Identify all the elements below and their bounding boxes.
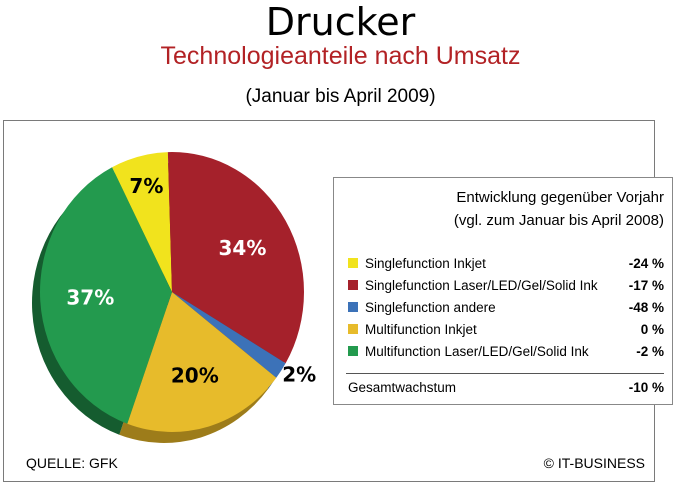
chart-subtitle: Technologieanteile nach Umsatz xyxy=(160,42,521,70)
chart-period: (Januar bis April 2009) xyxy=(245,86,436,107)
legend-growth-value: 0 % xyxy=(640,321,664,337)
pie-slice-label-1: 7% xyxy=(129,174,163,198)
pie-slice-label-5: 37% xyxy=(66,285,114,309)
legend-item: Singlefunction Inkjet -24 % xyxy=(348,252,664,274)
pie-slice-4 xyxy=(127,292,277,432)
legend-swatch xyxy=(348,258,358,268)
pie-slice-3 xyxy=(172,292,286,378)
legend-growth-value: -48 % xyxy=(628,299,664,315)
legend-heading-line2: (vgl. zum Januar bis April 2008) xyxy=(453,212,664,229)
legend-growth-value: -17 % xyxy=(628,277,664,293)
pie-slice-5 xyxy=(40,167,172,424)
chart-title: Drucker xyxy=(265,0,416,44)
legend-label: Singlefunction Laser/LED/Gel/Solid Ink xyxy=(365,277,598,293)
legend-total-value: -10 % xyxy=(628,379,664,395)
legend-swatch xyxy=(348,324,358,334)
legend-growth-value: -24 % xyxy=(628,255,664,271)
pie-slice-label-2: 34% xyxy=(219,236,267,260)
legend-label: Singlefunction Inkjet xyxy=(365,255,486,271)
pie-slice-label-3: 2% xyxy=(282,363,316,387)
legend-total-label: Gesamtwachstum xyxy=(348,379,457,395)
copyright-note: © IT-BUSINESS xyxy=(543,455,645,471)
source-note: QUELLE: GFK xyxy=(26,455,118,471)
legend-heading: Entwicklung gegenüber Vorjahr (vgl. zum … xyxy=(344,186,664,232)
pie-slice-1 xyxy=(112,152,172,292)
legend-swatch xyxy=(348,346,358,356)
legend-label: Singlefunction andere xyxy=(365,299,496,315)
legend-item: Singlefunction Laser/LED/Gel/Solid Ink -1… xyxy=(348,274,664,296)
legend-item: Singlefunction andere -48 % xyxy=(348,296,664,318)
legend-growth-value: -2 % xyxy=(636,343,664,359)
legend-box: Entwicklung gegenüber Vorjahr (vgl. zum … xyxy=(333,177,673,405)
legend-swatch xyxy=(348,302,358,312)
legend-label: Multifunction Inkjet xyxy=(365,321,477,337)
legend-heading-line1: Entwicklung gegenüber Vorjahr xyxy=(456,189,664,206)
legend-divider xyxy=(346,373,664,374)
pie-slice-2 xyxy=(167,151,305,364)
pie-slice-label-4: 20% xyxy=(171,363,219,387)
legend-swatch xyxy=(348,280,358,290)
legend-total-row: Gesamtwachstum -10 % xyxy=(348,376,664,398)
legend-rows: Singlefunction Inkjet -24 % Singlefunction… xyxy=(348,252,664,362)
legend-label: Multifunction Laser/LED/Gel/Solid Ink xyxy=(365,343,589,359)
legend-item: Multifunction Inkjet 0 % xyxy=(348,318,664,340)
legend-item: Multifunction Laser/LED/Gel/Solid Ink -2 … xyxy=(348,340,664,362)
